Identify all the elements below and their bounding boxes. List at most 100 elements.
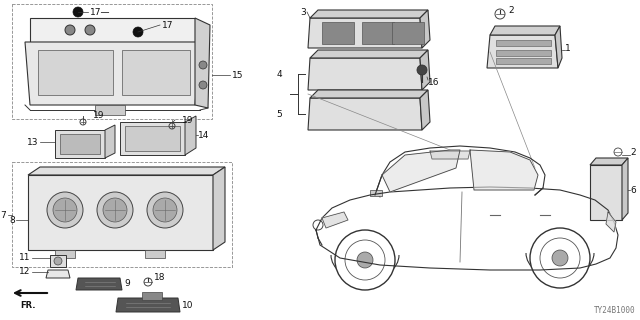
Polygon shape <box>308 98 422 130</box>
Polygon shape <box>213 167 225 250</box>
Bar <box>12 162 232 267</box>
Bar <box>392 22 424 44</box>
Text: 19: 19 <box>182 116 193 124</box>
Circle shape <box>147 192 183 228</box>
Polygon shape <box>590 165 622 220</box>
Bar <box>122 50 190 95</box>
Text: 15: 15 <box>232 70 243 79</box>
Polygon shape <box>490 26 560 35</box>
Polygon shape <box>420 50 430 90</box>
Text: 3: 3 <box>300 7 306 17</box>
Text: 7: 7 <box>0 211 6 220</box>
Text: 17: 17 <box>162 20 173 29</box>
Text: 18: 18 <box>154 274 166 283</box>
Polygon shape <box>310 50 428 58</box>
Circle shape <box>47 192 83 228</box>
Polygon shape <box>120 122 185 155</box>
Circle shape <box>345 240 385 280</box>
Circle shape <box>357 252 373 268</box>
Text: 1: 1 <box>565 44 571 52</box>
Circle shape <box>85 25 95 35</box>
Polygon shape <box>555 26 562 68</box>
Polygon shape <box>470 150 538 190</box>
Polygon shape <box>105 125 115 158</box>
Polygon shape <box>310 10 428 18</box>
Text: 2: 2 <box>508 5 514 14</box>
Bar <box>496 50 551 56</box>
Text: 19: 19 <box>93 110 104 119</box>
Polygon shape <box>420 90 430 130</box>
Circle shape <box>73 7 83 17</box>
Polygon shape <box>55 130 105 158</box>
Polygon shape <box>308 18 422 48</box>
Text: 9: 9 <box>124 278 130 287</box>
Polygon shape <box>46 270 70 278</box>
Circle shape <box>335 230 395 290</box>
Circle shape <box>65 25 75 35</box>
Polygon shape <box>185 116 196 155</box>
Bar <box>145 250 165 258</box>
Polygon shape <box>30 18 195 42</box>
Bar <box>95 105 125 115</box>
Text: 13: 13 <box>26 138 38 147</box>
Bar <box>496 40 551 46</box>
Polygon shape <box>420 10 430 48</box>
Text: 4: 4 <box>276 69 282 78</box>
Circle shape <box>199 61 207 69</box>
Bar <box>370 190 382 196</box>
Text: FR.: FR. <box>20 301 36 310</box>
Text: TY24B1000: TY24B1000 <box>593 306 635 315</box>
Text: 12: 12 <box>19 268 30 276</box>
Ellipse shape <box>322 67 348 81</box>
Text: 17—: 17— <box>90 7 111 17</box>
Polygon shape <box>430 151 470 159</box>
Text: 11: 11 <box>19 253 30 262</box>
Text: 6: 6 <box>630 186 636 195</box>
Bar <box>60 134 100 154</box>
Text: 14: 14 <box>198 131 209 140</box>
Polygon shape <box>622 158 628 220</box>
Bar <box>496 58 551 64</box>
Circle shape <box>53 198 77 222</box>
Circle shape <box>199 81 207 89</box>
Ellipse shape <box>316 103 354 125</box>
Text: 10: 10 <box>182 300 193 309</box>
Circle shape <box>153 198 177 222</box>
Text: 5: 5 <box>276 109 282 118</box>
Polygon shape <box>590 158 628 165</box>
Ellipse shape <box>316 63 354 85</box>
Bar <box>142 292 162 300</box>
Bar <box>125 126 180 151</box>
Polygon shape <box>606 212 616 232</box>
Ellipse shape <box>322 107 348 121</box>
Circle shape <box>552 250 568 266</box>
Polygon shape <box>25 42 200 105</box>
Polygon shape <box>487 35 558 68</box>
Polygon shape <box>116 298 180 312</box>
Text: 2: 2 <box>630 148 636 156</box>
Polygon shape <box>382 150 460 192</box>
Bar <box>362 22 394 44</box>
Polygon shape <box>310 90 428 98</box>
Bar <box>50 255 66 267</box>
Polygon shape <box>76 278 122 290</box>
Circle shape <box>540 238 580 278</box>
Circle shape <box>530 228 590 288</box>
Ellipse shape <box>356 103 394 125</box>
Circle shape <box>54 257 62 265</box>
Bar <box>55 250 75 258</box>
Text: 16: 16 <box>428 77 440 86</box>
Bar <box>38 50 113 95</box>
Ellipse shape <box>356 63 394 85</box>
Polygon shape <box>308 58 422 90</box>
Text: 8: 8 <box>9 215 15 225</box>
Ellipse shape <box>362 67 388 81</box>
Bar <box>12 4 212 119</box>
Circle shape <box>97 192 133 228</box>
Bar <box>322 22 354 44</box>
Polygon shape <box>195 18 210 108</box>
Polygon shape <box>322 212 348 228</box>
Circle shape <box>103 198 127 222</box>
Ellipse shape <box>362 107 388 121</box>
Polygon shape <box>28 175 213 250</box>
